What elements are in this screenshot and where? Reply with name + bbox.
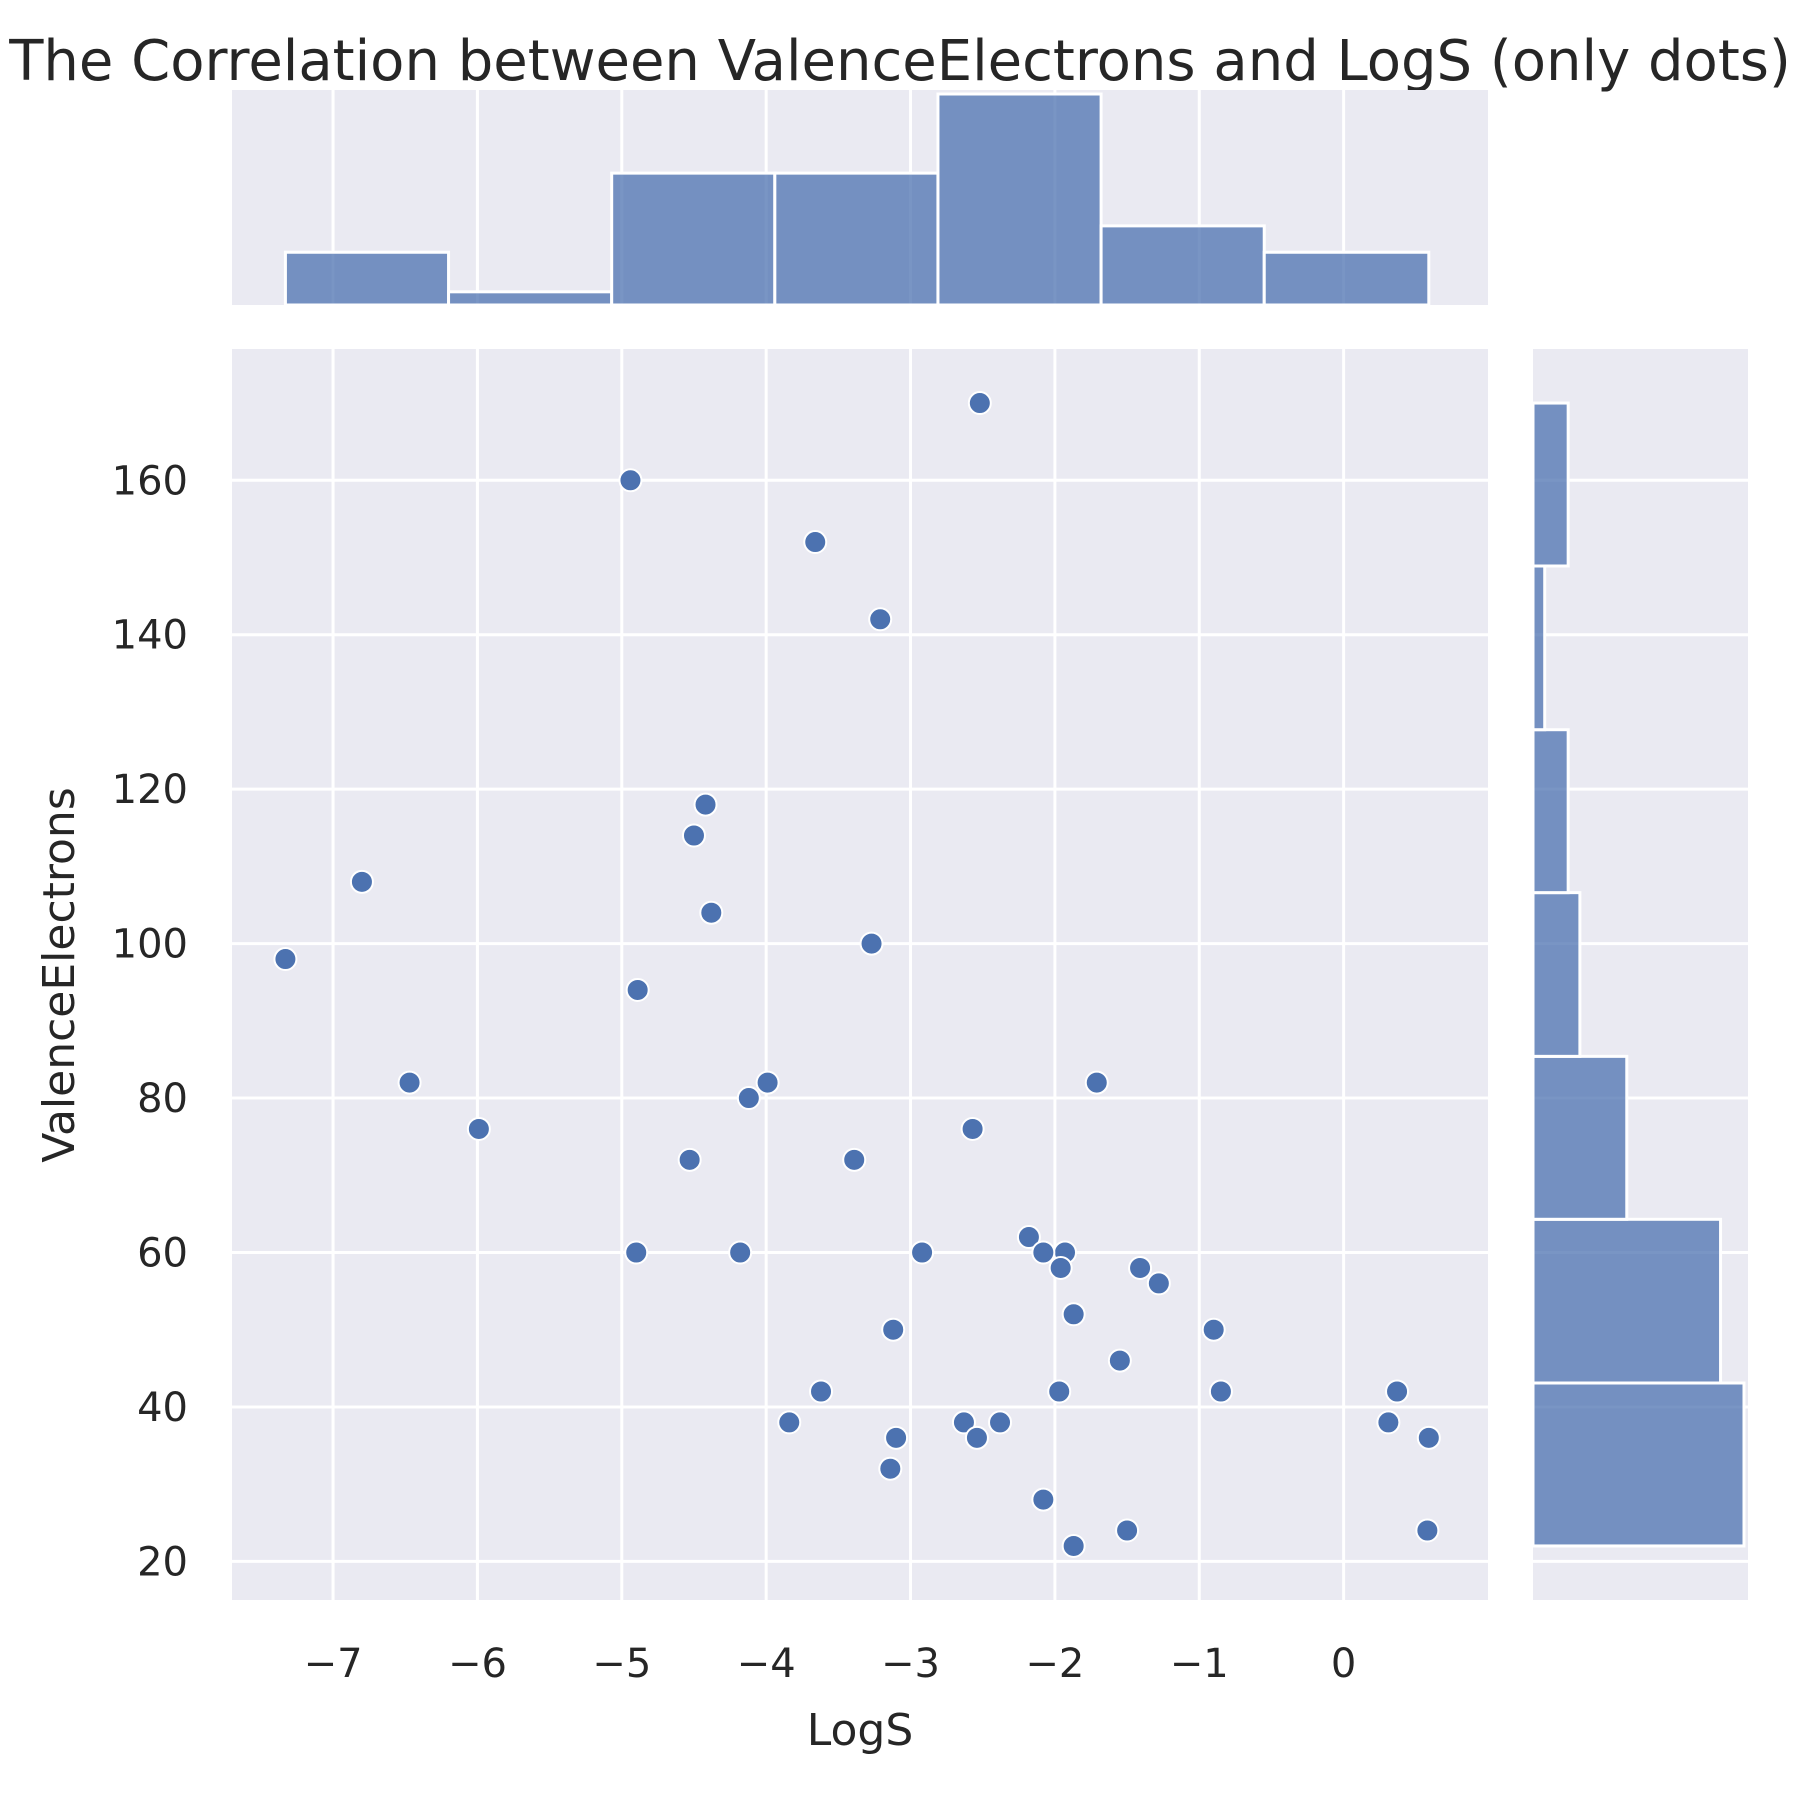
scatter-point (1208, 1379, 1233, 1404)
scatter-point (1047, 1379, 1072, 1404)
scatter-point (693, 792, 718, 817)
scatter-point (1146, 1271, 1171, 1296)
scatter-point (1376, 1410, 1401, 1435)
scatter-point (397, 1070, 422, 1095)
scatter-point (625, 977, 650, 1002)
y-tick-label: 20 (137, 1539, 188, 1585)
right-histogram-bar (1531, 891, 1582, 1058)
right-histogram (1531, 349, 1748, 1600)
chart-title: The Correlation between ValenceElectrons… (8, 29, 1791, 94)
scatter-point (699, 900, 724, 925)
scatter-point (842, 1147, 867, 1172)
scatter-point (777, 1410, 802, 1435)
scatter-point (960, 1116, 985, 1141)
scatter-point (466, 1116, 491, 1141)
x-tick-label: 0 (1331, 1641, 1356, 1687)
x-tick-label: −5 (592, 1641, 651, 1687)
x-tick-label: −7 (304, 1641, 363, 1687)
scatter-point (878, 1456, 903, 1481)
right-histogram-bars (1531, 401, 1746, 1548)
scatter-point (859, 931, 884, 956)
scatter-point (1061, 1533, 1086, 1558)
scatter-point (1031, 1487, 1056, 1512)
y-tick-label: 100 (112, 922, 188, 968)
right-histogram-bar (1531, 401, 1570, 568)
scatter-point (1385, 1379, 1410, 1404)
x-tick-label: −1 (1170, 1641, 1229, 1687)
right-histogram-bar (1531, 728, 1570, 895)
x-tick-label: −2 (1025, 1641, 1084, 1687)
scatter-point (1031, 1240, 1056, 1265)
top-histogram-bar (1099, 224, 1266, 307)
top-histogram-bars (283, 92, 1431, 307)
scatter-point (1201, 1317, 1226, 1342)
scatter-point (618, 468, 643, 493)
scatter-point (755, 1070, 780, 1095)
scatter-point (868, 607, 893, 632)
x-axis-ticks: −7 −6 −5 −4 −3 −2 −1 0 (304, 1641, 1357, 1687)
scatter-panel (232, 349, 1488, 1600)
x-axis-label: LogS (807, 1705, 914, 1756)
scatter-point (1016, 1225, 1041, 1250)
top-histogram-bar (1262, 250, 1431, 307)
scatter-point (624, 1240, 649, 1265)
right-histogram-bar (1531, 1054, 1629, 1221)
right-histogram-bar (1531, 564, 1547, 732)
scatter-point (910, 1240, 935, 1265)
scatter-point (967, 391, 992, 416)
y-axis-label: ValenceElectrons (34, 787, 85, 1162)
scatter-points (273, 391, 1441, 1558)
y-tick-label: 120 (112, 767, 188, 813)
y-tick-label: 140 (112, 613, 188, 659)
y-tick-label: 160 (112, 458, 188, 504)
right-histogram-bar (1531, 1217, 1723, 1385)
scatter-point (964, 1425, 989, 1450)
scatter-point (1416, 1425, 1441, 1450)
top-histogram-bar (610, 171, 777, 307)
y-tick-label: 60 (137, 1231, 188, 1277)
scatter-point (349, 869, 374, 894)
y-tick-label: 80 (137, 1076, 188, 1122)
scatter-point (884, 1425, 909, 1450)
scatter-point (728, 1240, 753, 1265)
scatter-background (232, 349, 1488, 1600)
scatter-point (951, 1410, 976, 1435)
scatter-point (1048, 1255, 1073, 1280)
x-tick-label: −4 (737, 1641, 796, 1687)
scatter-point (1128, 1255, 1153, 1280)
scatter-point (1061, 1302, 1086, 1327)
top-histogram-bar (936, 92, 1103, 307)
top-histogram-bar (447, 290, 614, 307)
right-histogram-bar (1531, 1381, 1746, 1548)
top-histogram-bar (283, 250, 451, 307)
scatter-point (988, 1410, 1013, 1435)
scatter-point (1084, 1070, 1109, 1095)
scatter-point (803, 530, 828, 555)
top-histogram (232, 90, 1488, 307)
scatter-point (809, 1379, 834, 1404)
x-tick-label: −6 (448, 1641, 507, 1687)
scatter-point (736, 1086, 761, 1111)
scatter-point (1415, 1518, 1440, 1543)
top-histogram-bar (773, 171, 940, 307)
scatter-point (1115, 1518, 1140, 1543)
scatter-point (1107, 1348, 1132, 1373)
x-tick-label: −3 (881, 1641, 940, 1687)
y-tick-label: 40 (137, 1385, 188, 1431)
scatter-point (681, 823, 706, 848)
y-axis-ticks: 20 40 60 80 100 120 140 160 (112, 458, 188, 1585)
scatter-point (881, 1317, 906, 1342)
scatter-point (273, 947, 298, 972)
scatter-point (677, 1147, 702, 1172)
